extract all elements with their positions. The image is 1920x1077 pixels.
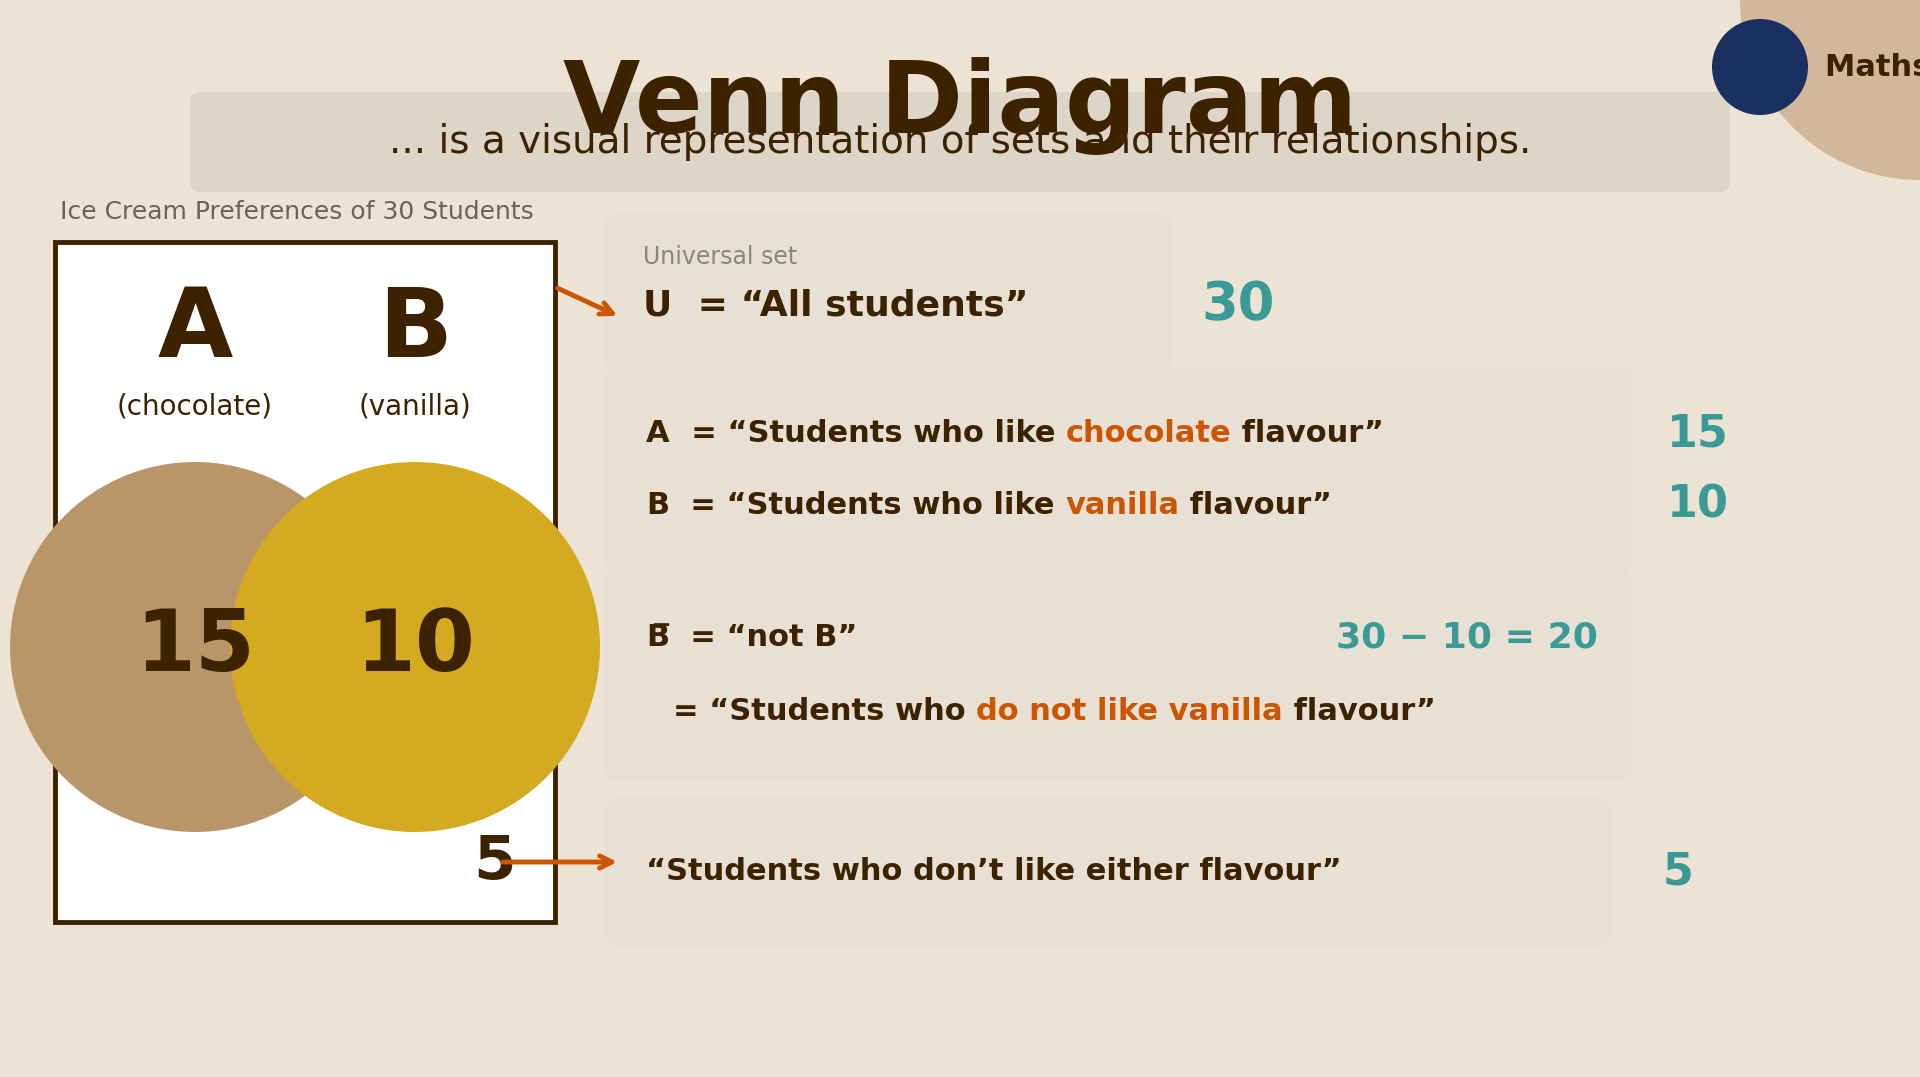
- Text: 5: 5: [474, 833, 516, 892]
- Text: B: B: [645, 490, 670, 519]
- Text: = “Students who: = “Students who: [674, 698, 975, 727]
- Text: A: A: [645, 420, 670, 448]
- Text: chocolate: chocolate: [1066, 420, 1231, 448]
- Text: vanilla: vanilla: [1066, 490, 1179, 519]
- Text: Venn Diagram: Venn Diagram: [563, 57, 1357, 155]
- Text: 10: 10: [355, 605, 474, 688]
- Text: 10: 10: [1667, 484, 1730, 527]
- Circle shape: [230, 462, 599, 833]
- Text: Ice Cream Preferences of 30 Students: Ice Cream Preferences of 30 Students: [60, 200, 534, 224]
- FancyBboxPatch shape: [190, 92, 1730, 192]
- FancyBboxPatch shape: [605, 368, 1632, 571]
- Circle shape: [10, 462, 380, 833]
- Text: 5: 5: [1663, 851, 1693, 894]
- Text: do not like vanilla: do not like vanilla: [975, 698, 1283, 727]
- Text: B: B: [378, 284, 451, 377]
- Text: (chocolate): (chocolate): [117, 392, 273, 420]
- Text: B̅: B̅: [645, 623, 670, 652]
- Text: U  = “All students”: U = “All students”: [643, 288, 1029, 322]
- FancyBboxPatch shape: [605, 568, 1632, 781]
- Text: Universal set: Universal set: [643, 244, 797, 269]
- Circle shape: [1713, 19, 1809, 115]
- FancyBboxPatch shape: [56, 242, 555, 922]
- Text: 15: 15: [1667, 412, 1728, 456]
- Text: = “Students who like: = “Students who like: [670, 420, 1066, 448]
- Text: (vanilla): (vanilla): [359, 392, 472, 420]
- Text: Maths Angel: Maths Angel: [1826, 53, 1920, 82]
- Text: flavour”: flavour”: [1231, 420, 1384, 448]
- Text: = “not B”: = “not B”: [670, 623, 858, 652]
- Text: 30 − 10 = 20: 30 − 10 = 20: [1336, 620, 1597, 654]
- Text: = “Students who like: = “Students who like: [670, 490, 1066, 519]
- Text: “Students who don’t like either flavour”: “Students who don’t like either flavour”: [645, 857, 1342, 886]
- Circle shape: [1740, 0, 1920, 180]
- FancyBboxPatch shape: [605, 213, 1171, 370]
- Text: 15: 15: [134, 605, 255, 688]
- Text: ... is a visual representation of sets and their relationships.: ... is a visual representation of sets a…: [390, 123, 1530, 160]
- Text: flavour”: flavour”: [1179, 490, 1332, 519]
- Text: 30: 30: [1202, 279, 1275, 331]
- FancyBboxPatch shape: [605, 798, 1613, 946]
- Text: A: A: [157, 284, 232, 377]
- Text: flavour”: flavour”: [1283, 698, 1436, 727]
